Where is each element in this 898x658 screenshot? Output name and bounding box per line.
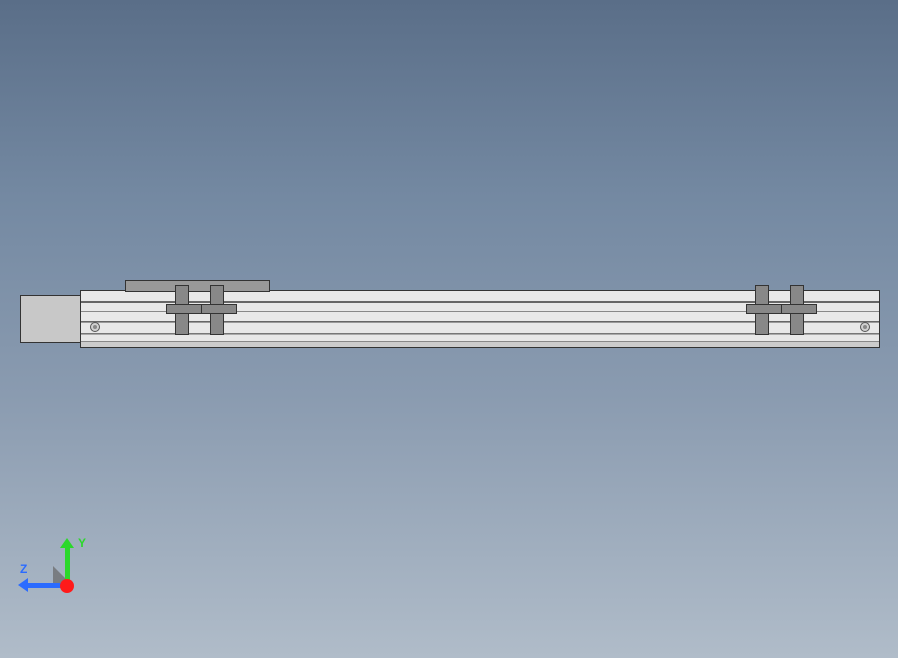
- carriage-part[interactable]: [125, 280, 270, 292]
- axis-y-label: Y: [78, 536, 86, 550]
- end-block-part[interactable]: [20, 295, 85, 343]
- axis-z-label: Z: [20, 562, 27, 576]
- mount-bracket[interactable]: [790, 285, 804, 335]
- mount-bracket[interactable]: [755, 285, 769, 335]
- bolt-hole: [860, 322, 870, 332]
- triad-origin-icon: [60, 579, 74, 593]
- cad-viewport[interactable]: Y Z: [0, 0, 898, 658]
- rail-trim: [81, 341, 879, 347]
- orientation-triad[interactable]: Y Z: [20, 528, 90, 598]
- mount-bracket[interactable]: [175, 285, 189, 335]
- mount-bracket[interactable]: [210, 285, 224, 335]
- model-assembly[interactable]: [20, 290, 880, 355]
- bolt-hole: [90, 322, 100, 332]
